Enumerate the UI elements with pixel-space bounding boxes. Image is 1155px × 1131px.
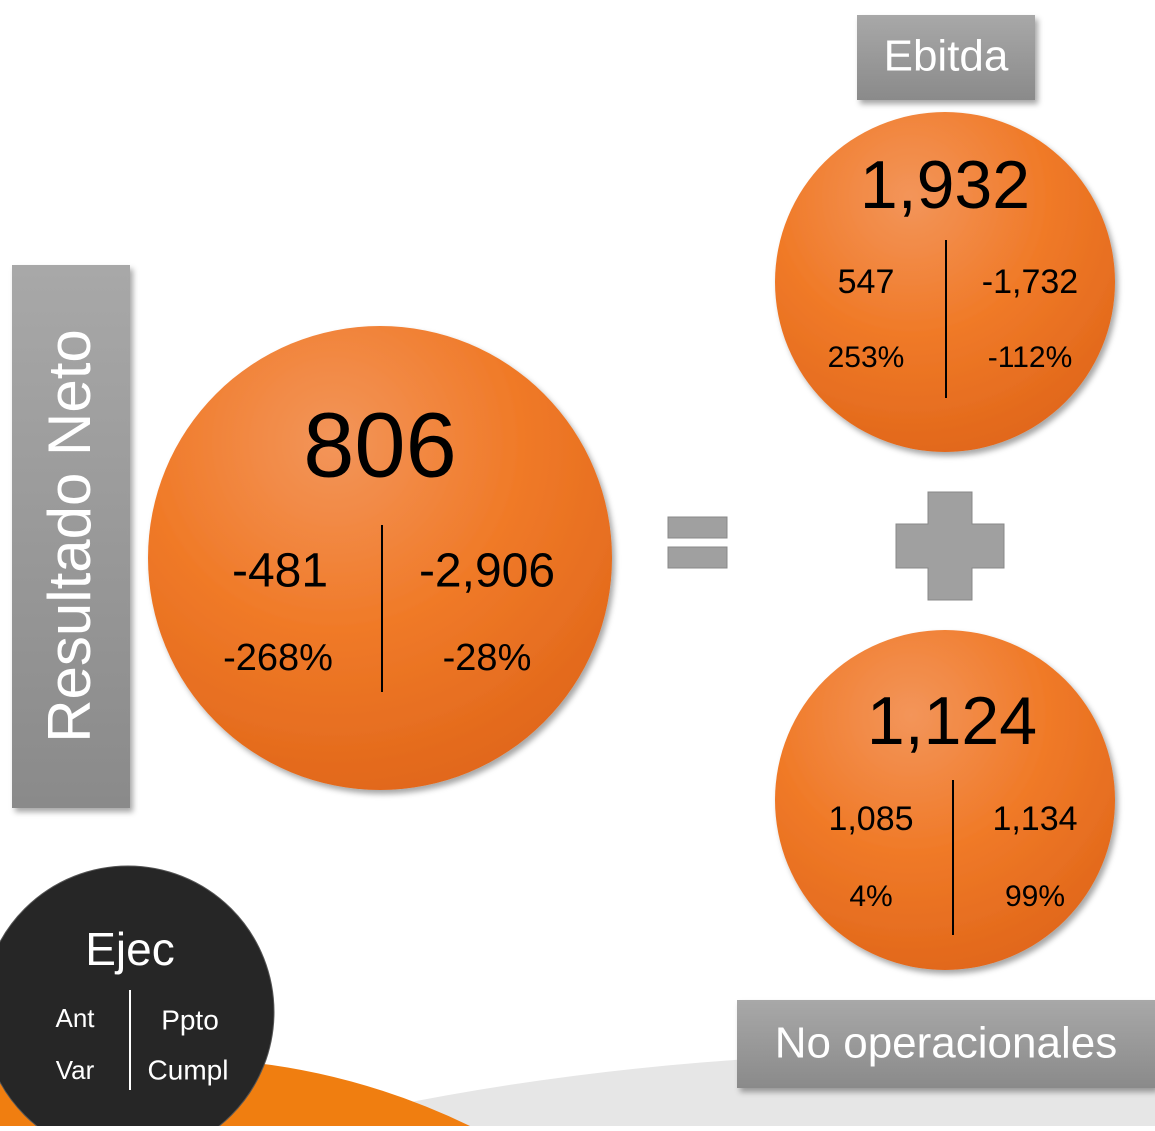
value: 1,124 (867, 683, 1037, 759)
plus-sign (895, 491, 1005, 601)
value: -112% (988, 341, 1073, 374)
value: 253% (828, 341, 905, 374)
legend-circle (0, 865, 275, 1131)
value: 547 (838, 263, 895, 301)
label: Resultado Neto (36, 329, 103, 743)
value: 4% (849, 880, 892, 913)
legend-label: Ant (55, 1003, 95, 1033)
circle (148, 326, 612, 790)
label-box (12, 265, 130, 808)
value: 806 (303, 394, 457, 496)
label: No operacionales (775, 1019, 1117, 1068)
legend-label: Cumpl (148, 1054, 229, 1085)
value: -481 (232, 545, 328, 598)
legend-label: Ppto (161, 1004, 219, 1035)
value: -2,906 (419, 545, 555, 598)
value: 99% (1005, 880, 1065, 913)
circle (775, 630, 1115, 970)
value: -28% (443, 637, 532, 679)
value: 1,134 (992, 800, 1077, 838)
value: 1,932 (860, 147, 1030, 223)
equals-sign (667, 546, 728, 569)
legend-title: Ejec (85, 923, 174, 975)
equals-sign (667, 516, 728, 539)
legend-label: Var (56, 1055, 95, 1085)
label: Ebitda (884, 32, 1009, 81)
value: -268% (223, 637, 333, 679)
value: -1,732 (982, 263, 1078, 301)
label-box (857, 15, 1035, 100)
label-box (737, 1000, 1155, 1088)
value: 1,085 (828, 800, 913, 838)
